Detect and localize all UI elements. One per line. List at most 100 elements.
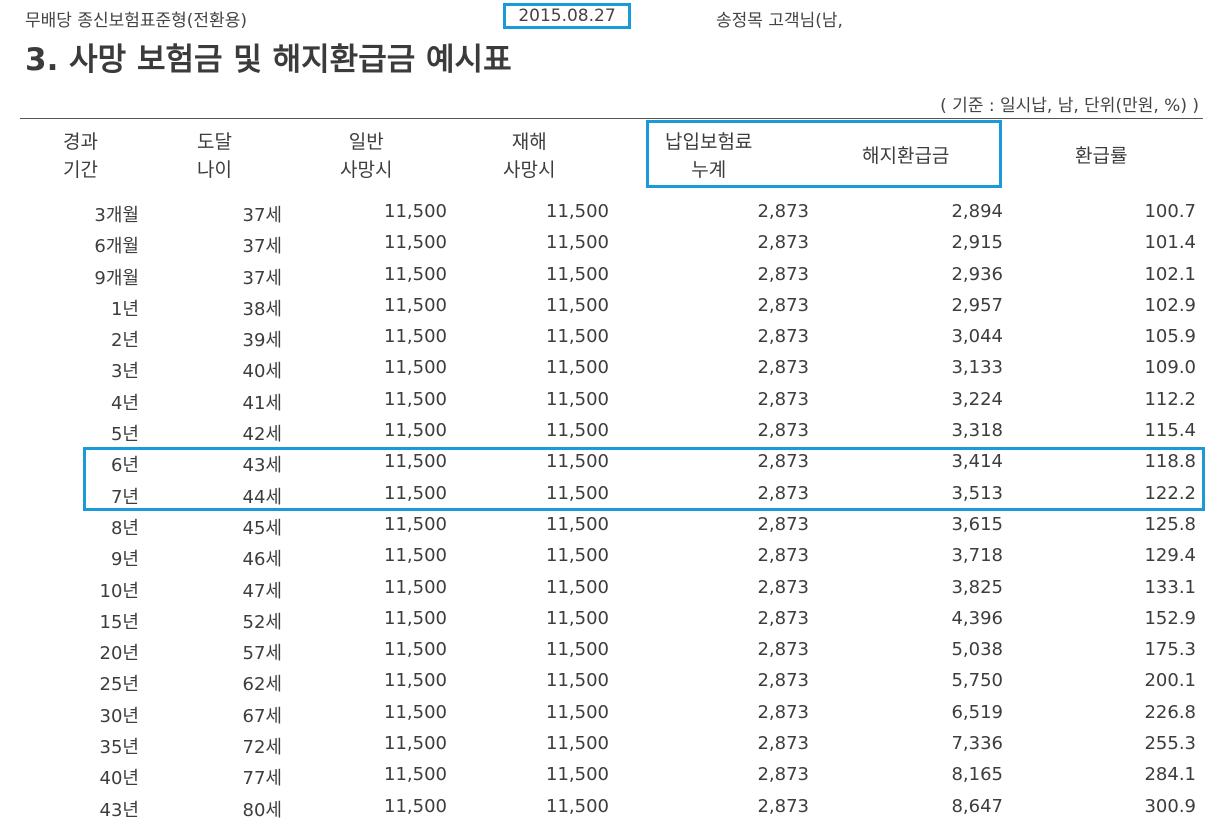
cell-paid: 2,873: [757, 733, 809, 755]
cell-surrender: 2,915: [951, 232, 1003, 254]
table-row: 3개월 37세 11,500 11,500 2,873 2,894 100.7: [0, 197, 1223, 228]
cell-period: 4년: [110, 392, 139, 414]
cell-rate: 284.1: [1144, 764, 1196, 786]
cell-general: 11,500: [384, 232, 447, 254]
cell-surrender: 3,318: [951, 420, 1003, 442]
cell-rate: 102.1: [1144, 263, 1196, 285]
cell-general: 11,500: [384, 482, 447, 504]
cell-period: 15년: [99, 611, 139, 633]
cell-paid: 2,873: [757, 670, 809, 692]
cell-paid: 2,873: [757, 201, 809, 222]
header-general-death: 일반 사망시: [340, 131, 393, 181]
header-paid-premium: 납입보험료 누계: [665, 131, 753, 181]
cell-surrender: 3,414: [951, 451, 1003, 473]
cell-age: 43세: [242, 455, 282, 477]
header-highlight-box: [646, 120, 1002, 188]
cell-period: 9년: [110, 549, 139, 571]
cell-general: 11,500: [384, 294, 447, 316]
cell-period: 25년: [99, 674, 139, 696]
cell-period: 8년: [110, 517, 139, 539]
cell-disaster: 11,500: [546, 388, 609, 410]
cell-disaster: 11,500: [546, 451, 609, 473]
cell-age: 40세: [242, 361, 282, 383]
date-highlight: 2015.08.27: [503, 3, 631, 29]
cell-surrender: 5,038: [951, 639, 1003, 661]
table-row: 2년 39세 11,500 11,500 2,873 3,044 105.9: [0, 322, 1223, 353]
cell-general: 11,500: [384, 326, 447, 348]
cell-disaster: 11,500: [546, 513, 609, 535]
cell-paid: 2,873: [757, 388, 809, 410]
cell-surrender: 8,647: [951, 795, 1003, 817]
basis-note: ( 기준 : 일시납, 남, 단위(만원, %) ): [940, 96, 1199, 116]
table-row: 20년 57세 11,500 11,500 2,873 5,038 175.3: [0, 635, 1223, 666]
header-age: 도달 나이: [197, 131, 232, 181]
cell-paid: 2,873: [757, 513, 809, 535]
cell-disaster: 11,500: [546, 263, 609, 285]
cell-surrender: 2,894: [951, 201, 1003, 222]
cell-age: 42세: [242, 424, 282, 446]
cell-age: 37세: [242, 267, 282, 289]
cell-age: 67세: [242, 705, 282, 727]
cell-age: 80세: [242, 799, 282, 821]
cell-disaster: 11,500: [546, 482, 609, 504]
cell-disaster: 11,500: [546, 795, 609, 817]
table-row: 30년 67세 11,500 11,500 2,873 6,519 226.8: [0, 698, 1223, 729]
cell-general: 11,500: [384, 607, 447, 629]
cell-age: 39세: [242, 330, 282, 352]
cell-surrender: 3,615: [951, 513, 1003, 535]
product-name: 무배당 종신보험표준형(전환용): [25, 11, 247, 31]
cell-surrender: 3,224: [951, 388, 1003, 410]
cell-period: 35년: [99, 737, 139, 759]
cell-period: 6년: [110, 455, 139, 477]
header-refund-rate: 환급률: [1075, 145, 1128, 167]
cell-paid: 2,873: [757, 764, 809, 786]
cell-general: 11,500: [384, 545, 447, 567]
cell-rate: 226.8: [1144, 701, 1196, 723]
cell-period: 43년: [99, 799, 139, 821]
cell-age: 52세: [242, 611, 282, 633]
table-row: 4년 41세 11,500 11,500 2,873 3,224 112.2: [0, 385, 1223, 416]
cell-rate: 300.9: [1144, 795, 1196, 817]
table-row: 7년 44세 11,500 11,500 2,873 3,513 122.2: [0, 479, 1223, 510]
table-row: 40년 77세 11,500 11,500 2,873 8,165 284.1: [0, 760, 1223, 791]
cell-period: 7년: [110, 486, 139, 508]
cell-age: 41세: [242, 392, 282, 414]
customer-name: 송정목 고객님(남,: [716, 11, 843, 31]
table-row: 6년 43세 11,500 11,500 2,873 3,414 118.8: [0, 447, 1223, 478]
cell-rate: 152.9: [1144, 607, 1196, 629]
cell-surrender: 3,133: [951, 357, 1003, 379]
header-surrender-value: 해지환급금: [862, 145, 950, 167]
cell-period: 30년: [99, 705, 139, 727]
cell-disaster: 11,500: [546, 576, 609, 598]
cell-surrender: 6,519: [951, 701, 1003, 723]
cell-rate: 129.4: [1144, 545, 1196, 567]
cell-surrender: 2,957: [951, 294, 1003, 316]
cell-surrender: 3,825: [951, 576, 1003, 598]
cell-general: 11,500: [384, 733, 447, 755]
header-period: 경과 기간: [63, 131, 98, 181]
cell-rate: 112.2: [1144, 388, 1196, 410]
cell-disaster: 11,500: [546, 357, 609, 379]
table-row: 25년 62세 11,500 11,500 2,873 5,750 200.1: [0, 666, 1223, 697]
cell-disaster: 11,500: [546, 639, 609, 661]
cell-age: 62세: [242, 674, 282, 696]
cell-rate: 255.3: [1144, 733, 1196, 755]
cell-general: 11,500: [384, 388, 447, 410]
table-row: 15년 52세 11,500 11,500 2,873 4,396 152.9: [0, 604, 1223, 635]
table-row: 1년 38세 11,500 11,500 2,873 2,957 102.9: [0, 291, 1223, 322]
cell-general: 11,500: [384, 420, 447, 442]
cell-rate: 115.4: [1144, 420, 1196, 442]
cell-surrender: 3,513: [951, 482, 1003, 504]
cell-disaster: 11,500: [546, 294, 609, 316]
cell-age: 45세: [242, 517, 282, 539]
cell-period: 6개월: [94, 236, 139, 258]
cell-disaster: 11,500: [546, 764, 609, 786]
cell-paid: 2,873: [757, 451, 809, 473]
cell-period: 1년: [110, 298, 139, 320]
table-top-rule: [20, 118, 1203, 119]
table-row: 5년 42세 11,500 11,500 2,873 3,318 115.4: [0, 416, 1223, 447]
cell-general: 11,500: [384, 451, 447, 473]
cell-rate: 122.2: [1144, 482, 1196, 504]
cell-general: 11,500: [384, 639, 447, 661]
cell-age: 38세: [242, 298, 282, 320]
